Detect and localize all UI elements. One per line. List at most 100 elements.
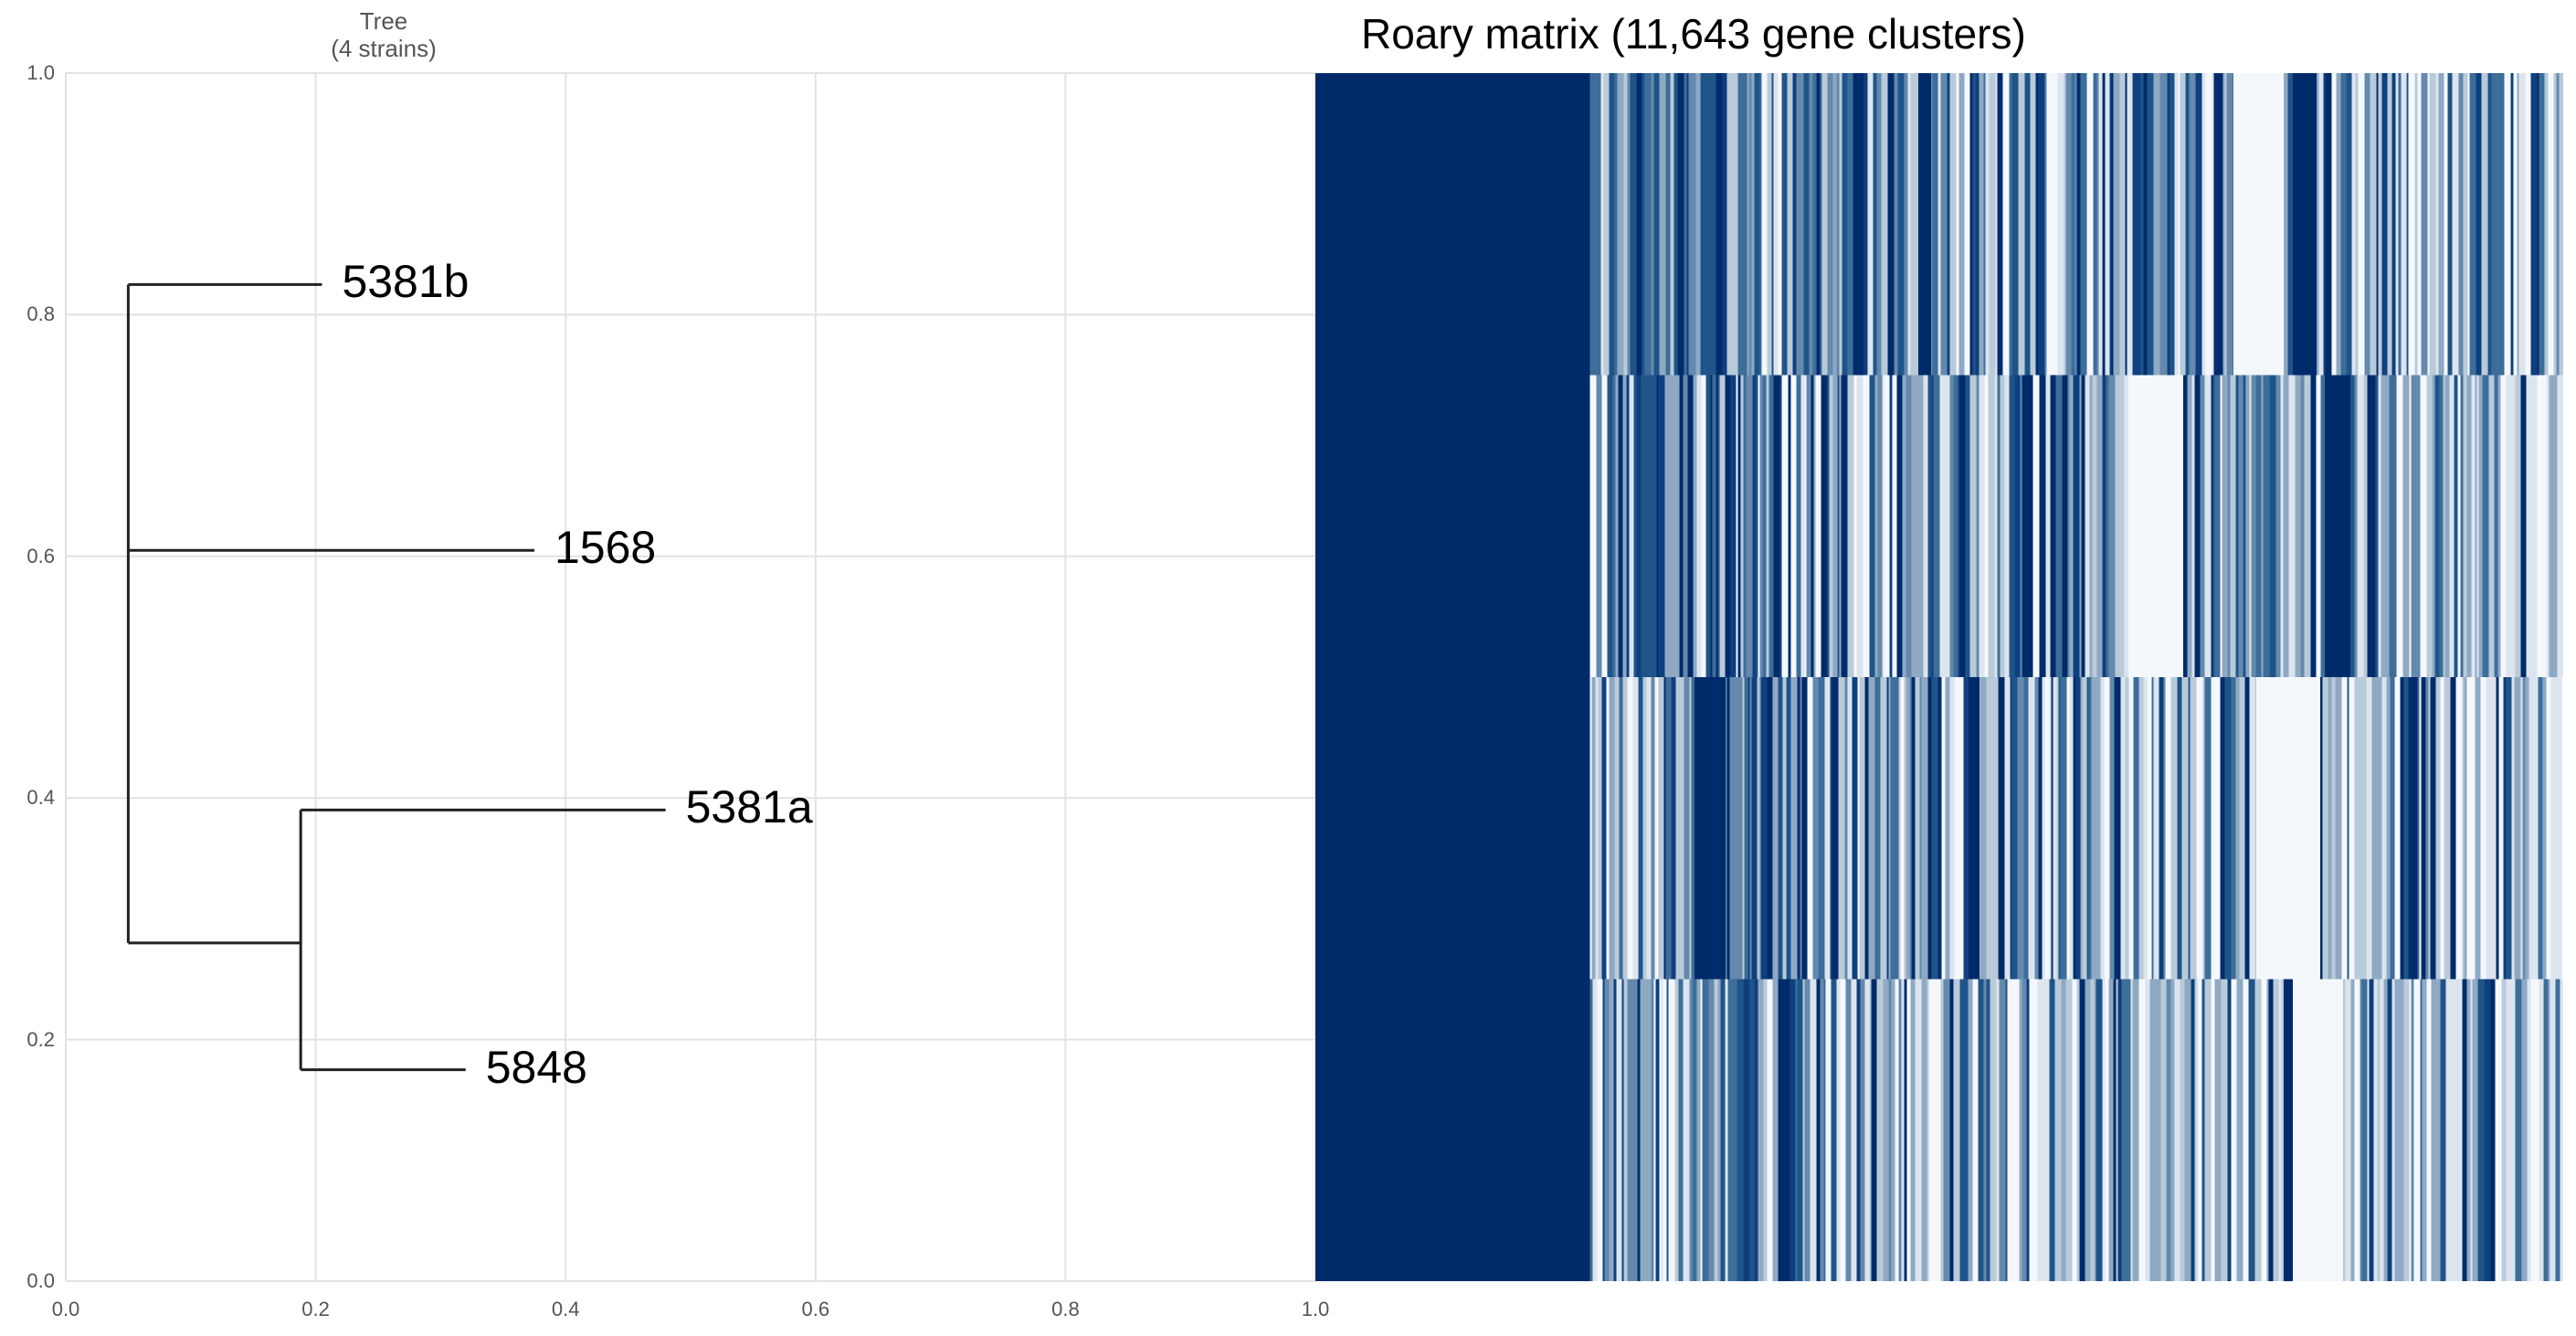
heatmap-cell xyxy=(2382,375,2390,677)
heatmap-cell xyxy=(1772,979,1779,1281)
heatmap-cell xyxy=(1674,979,1679,1281)
heatmap-cell xyxy=(1679,677,1684,980)
heatmap-cell xyxy=(2261,375,2264,677)
heatmap-cell xyxy=(2517,73,2519,376)
heatmap-cell xyxy=(1692,979,1697,1281)
heatmap-cell xyxy=(2170,677,2178,980)
heatmap-cell xyxy=(2280,375,2284,677)
heatmap-cell xyxy=(2100,677,2105,980)
heatmap-cell xyxy=(2138,677,2144,980)
heatmap-cell xyxy=(1762,375,1767,677)
heatmap-cell xyxy=(2030,73,2036,376)
heatmap-cell xyxy=(2051,677,2053,980)
heatmap-cell xyxy=(2530,73,2538,376)
heatmap-cell xyxy=(1958,375,1960,677)
heatmap-cell xyxy=(1771,73,1774,376)
heatmap-cell xyxy=(1949,677,1955,980)
heatmap-cell xyxy=(2488,375,2495,677)
heatmap-cell xyxy=(2066,677,2070,980)
heatmap-cell xyxy=(1589,979,1593,1281)
heatmap-cell xyxy=(2004,677,2011,980)
heatmap-cell xyxy=(2117,979,2122,1281)
heatmap-cell xyxy=(1825,979,1832,1281)
heatmap-cell xyxy=(1894,73,1898,376)
heatmap-cell xyxy=(2371,375,2376,677)
heatmap-cell xyxy=(2180,979,2185,1281)
heatmap-cell xyxy=(1653,73,1660,376)
heatmap-cell xyxy=(2248,979,2255,1281)
heatmap-cell xyxy=(2091,677,2098,980)
heatmap-cell xyxy=(2281,979,2286,1281)
heatmap-cell xyxy=(2125,677,2129,980)
heatmap-cell xyxy=(2490,979,2496,1281)
heatmap-cell xyxy=(1695,73,1701,376)
heatmap-cell xyxy=(1641,375,1644,677)
heatmap-cell xyxy=(2055,375,2063,677)
heatmap-cell xyxy=(2318,73,2324,376)
heatmap-cell xyxy=(2273,979,2279,1281)
heatmap-cell xyxy=(2065,73,2072,376)
heatmap-cell xyxy=(2072,979,2077,1281)
heatmap-cell xyxy=(1996,979,2000,1281)
heatmap-cell xyxy=(1686,73,1689,376)
heatmap-cell xyxy=(1684,73,1687,376)
heatmap-cell xyxy=(1613,979,1617,1281)
heatmap-cell xyxy=(2520,375,2527,677)
heatmap-cell xyxy=(1869,375,1875,677)
heatmap-cell xyxy=(2049,979,2055,1281)
heatmap-cell xyxy=(2115,375,2122,677)
heatmap-cell xyxy=(2216,73,2223,376)
heatmap-cell xyxy=(1743,375,1747,677)
heatmap-cell xyxy=(2125,73,2127,376)
heatmap-cell xyxy=(1859,677,1865,980)
heatmap-cell xyxy=(2098,73,2103,376)
heatmap-cell xyxy=(1670,73,1674,376)
heatmap-cell xyxy=(2402,375,2410,677)
heatmap-cell xyxy=(2520,677,2523,980)
heatmap-cell xyxy=(1655,979,1660,1281)
heatmap-cell xyxy=(1790,375,1797,677)
heatmap-cell xyxy=(2355,73,2359,376)
heatmap-cell xyxy=(1766,375,1769,677)
heatmap-cell xyxy=(1642,677,1647,980)
heatmap-cell xyxy=(1840,979,1846,1281)
heatmap-cell xyxy=(2109,677,2115,980)
heatmap-cell xyxy=(1651,73,1654,376)
heatmap-cell xyxy=(1897,73,1905,376)
heatmap-cell xyxy=(1900,677,1905,980)
heatmap-cell xyxy=(1768,375,1774,677)
heatmap-cell xyxy=(2079,375,2082,677)
heatmap-cell xyxy=(2511,677,2515,980)
absence-gap xyxy=(2293,979,2343,1281)
heatmap-cell xyxy=(2406,73,2409,376)
heatmap-cell xyxy=(2331,677,2336,980)
heatmap-cell xyxy=(1911,375,1918,677)
heatmap-cell xyxy=(1746,375,1753,677)
heatmap-cell xyxy=(1852,677,1858,980)
tree-subtitle: (4 strains) xyxy=(331,35,437,62)
heatmap-cell xyxy=(2378,73,2382,376)
heatmap-cell xyxy=(2022,375,2027,677)
heatmap-cell xyxy=(1717,375,1720,677)
heatmap-cell xyxy=(1803,73,1810,376)
heatmap-cell xyxy=(2135,73,2141,376)
heatmap-cell xyxy=(2222,375,2228,677)
heatmap-cell xyxy=(1860,979,1865,1281)
heatmap-cell xyxy=(1705,73,1710,376)
heatmap-cell xyxy=(2420,375,2427,677)
heatmap-cell xyxy=(2147,73,2154,376)
heatmap-cell xyxy=(1839,375,1842,677)
heatmap-cell xyxy=(2037,979,2044,1281)
heatmap-cell xyxy=(2527,979,2531,1281)
heatmap-cell xyxy=(1994,375,1998,677)
heatmap-cell xyxy=(2170,979,2175,1281)
heatmap-cell xyxy=(2440,979,2446,1281)
heatmap-cell xyxy=(2522,677,2526,980)
heatmap-cell xyxy=(2464,677,2467,980)
heatmap-cell xyxy=(2546,375,2550,677)
heatmap-cell xyxy=(2075,677,2081,980)
heatmap-cell xyxy=(1796,73,1799,376)
heatmap-cell xyxy=(2325,73,2332,376)
heatmap-cell xyxy=(1687,375,1694,677)
heatmap-cell xyxy=(2263,375,2270,677)
